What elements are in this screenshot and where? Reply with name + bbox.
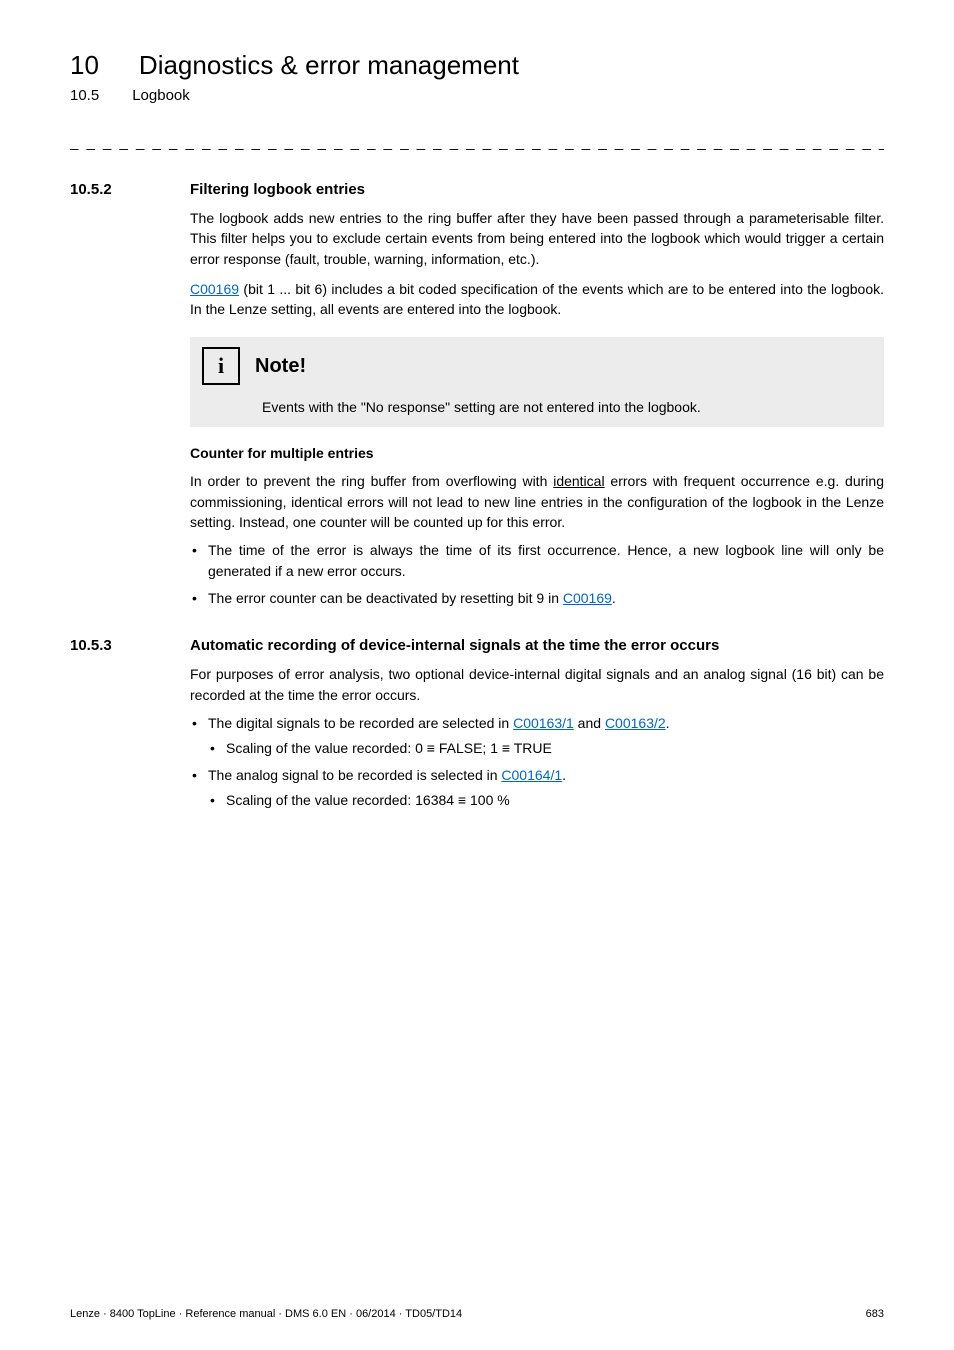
section-title: Filtering logbook entries xyxy=(190,181,365,198)
code-link[interactable]: C00164/1 xyxy=(501,767,562,783)
list-item: The time of the error is always the time… xyxy=(208,540,884,582)
subchapter-heading: 10.5 Logbook xyxy=(70,87,884,104)
info-icon: i xyxy=(202,347,240,385)
list-item: Scaling of the value recorded: 0 ≡ FALSE… xyxy=(226,738,884,759)
bullet-list: The time of the error is always the time… xyxy=(190,540,884,609)
footer-left: Lenze · 8400 TopLine · Reference manual … xyxy=(70,1308,462,1320)
text-span: In order to prevent the ring buffer from… xyxy=(190,473,553,489)
chapter-heading: 10 Diagnostics & error management xyxy=(70,50,884,81)
page-container: 10 Diagnostics & error management 10.5 L… xyxy=(0,0,954,1350)
text-span: . xyxy=(666,715,670,731)
section-body: The logbook adds new entries to the ring… xyxy=(190,208,884,609)
text-span: . xyxy=(562,767,566,783)
text-span: . xyxy=(612,590,616,606)
section-body: For purposes of error analysis, two opti… xyxy=(190,664,884,811)
subchapter-number: 10.5 xyxy=(70,87,99,104)
note-label: Note! xyxy=(255,355,306,378)
chapter-title: Diagnostics & error management xyxy=(139,50,519,81)
underlined-text: identical xyxy=(553,473,604,489)
code-link[interactable]: C00163/1 xyxy=(513,715,574,731)
page-footer: Lenze · 8400 TopLine · Reference manual … xyxy=(70,1308,884,1320)
code-link[interactable]: C00169 xyxy=(563,590,612,606)
section-title: Automatic recording of device-internal s… xyxy=(190,637,719,654)
subheading: Counter for multiple entries xyxy=(190,445,884,461)
text-span: and xyxy=(574,715,605,731)
paragraph: C00169 (bit 1 ... bit 6) includes a bit … xyxy=(190,279,884,320)
text-span: (bit 1 ... bit 6) includes a bit coded s… xyxy=(190,281,884,317)
list-item: The error counter can be deactivated by … xyxy=(208,588,884,609)
section-heading: 10.5.3 Automatic recording of device-int… xyxy=(70,637,884,654)
chapter-number: 10 xyxy=(70,50,99,81)
text-span: The analog signal to be recorded is sele… xyxy=(208,767,501,783)
paragraph: In order to prevent the ring buffer from… xyxy=(190,471,884,532)
section-number: 10.5.3 xyxy=(70,637,190,654)
paragraph: For purposes of error analysis, two opti… xyxy=(190,664,884,705)
bullet-list: The digital signals to be recorded are s… xyxy=(190,713,884,811)
text-span: The error counter can be deactivated by … xyxy=(208,590,563,606)
note-block: i Note! Events with the "No response" se… xyxy=(190,337,884,427)
paragraph: The logbook adds new entries to the ring… xyxy=(190,208,884,269)
text-span: The digital signals to be recorded are s… xyxy=(208,715,513,731)
sub-list: Scaling of the value recorded: 0 ≡ FALSE… xyxy=(208,738,884,759)
section-number: 10.5.2 xyxy=(70,181,190,198)
code-link[interactable]: C00169 xyxy=(190,281,239,297)
note-header: i Note! xyxy=(202,347,872,385)
list-item: The digital signals to be recorded are s… xyxy=(208,713,884,759)
note-text: Events with the "No response" setting ar… xyxy=(202,389,872,427)
list-item: Scaling of the value recorded: 16384 ≡ 1… xyxy=(226,790,884,811)
sub-list: Scaling of the value recorded: 16384 ≡ 1… xyxy=(208,790,884,811)
subchapter-title: Logbook xyxy=(132,87,190,104)
section-heading: 10.5.2 Filtering logbook entries xyxy=(70,181,884,198)
code-link[interactable]: C00163/2 xyxy=(605,715,666,731)
divider-dashes: _ _ _ _ _ _ _ _ _ _ _ _ _ _ _ _ _ _ _ _ … xyxy=(70,134,884,151)
footer-page-number: 683 xyxy=(866,1308,884,1320)
list-item: The analog signal to be recorded is sele… xyxy=(208,765,884,811)
